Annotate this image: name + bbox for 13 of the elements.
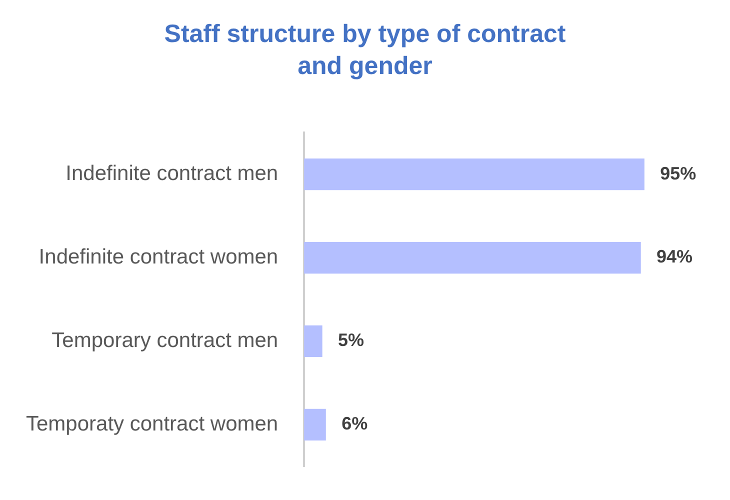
y-tick-label: Indefinite contract men <box>66 162 278 186</box>
bar <box>304 158 644 190</box>
y-tick-label: Temporaty contract women <box>26 412 278 436</box>
data-label: 6% <box>342 414 368 434</box>
chart-title: Staff structure by type of contract and gender <box>163 19 567 82</box>
bar <box>304 325 322 358</box>
data-label: 95% <box>660 163 696 184</box>
bar <box>304 408 326 441</box>
data-label: 5% <box>338 330 364 350</box>
data-label: 94% <box>656 246 693 267</box>
bar <box>304 242 641 274</box>
y-tick-label: Indefinite contract women <box>38 246 278 269</box>
y-tick-label: Temporary contract men <box>52 329 278 352</box>
